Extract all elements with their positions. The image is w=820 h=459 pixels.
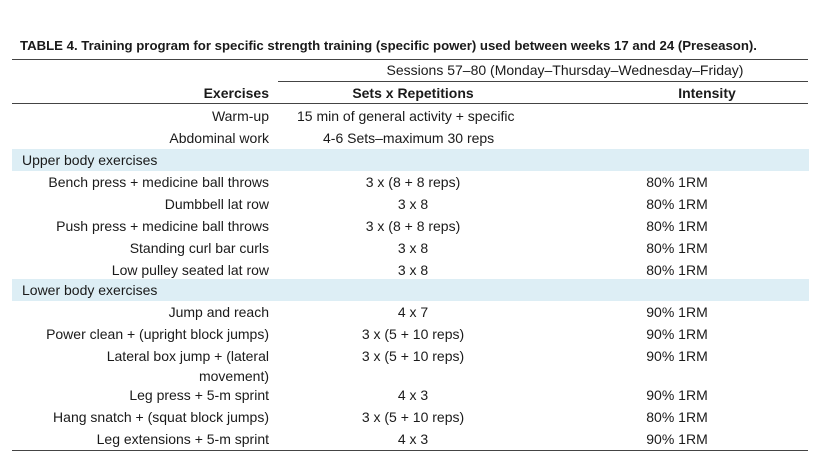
detail-cell: 15 min of general activity + specific [297, 108, 515, 124]
exercise-cell: Push press + medicine ball throws [56, 218, 269, 234]
sessions-rule [278, 81, 808, 82]
exercise-cell: Leg extensions + 5-m sprint [96, 431, 269, 447]
intensity-cell: 80% 1RM [646, 409, 708, 425]
intensity-cell: 80% 1RM [646, 174, 708, 190]
intensity-cell: 90% 1RM [646, 348, 708, 364]
exercise-cell: Hang snatch + (squat block jumps) [53, 409, 269, 425]
exercise-cell: Lateral box jump + (lateral [106, 348, 269, 364]
exercise-cell: Bench press + medicine ball throws [48, 174, 269, 190]
intensity-cell: 80% 1RM [646, 218, 708, 234]
exercise-cell: Leg press + 5-m sprint [129, 387, 269, 403]
header-rule [12, 103, 808, 104]
sets-cell: 3 x 8 [397, 262, 429, 278]
top-rule [12, 59, 808, 60]
intensity-cell: 90% 1RM [646, 431, 708, 447]
sets-cell: 3 x 8 [397, 196, 429, 212]
section-band [12, 279, 809, 301]
sets-cell: 4 x 3 [397, 431, 429, 447]
sets-cell: 4 x 7 [397, 304, 429, 320]
intensity-cell: 80% 1RM [646, 240, 708, 256]
sets-cell: 4 x 3 [397, 387, 429, 403]
exercise-cell: Warm-up [211, 108, 269, 124]
exercise-cell: Abdominal work [169, 130, 269, 146]
sets-cell: 3 x (8 + 8 reps) [365, 218, 461, 234]
sets-cell: 3 x (5 + 10 reps) [361, 409, 465, 425]
intensity-cell: 80% 1RM [646, 262, 708, 278]
sessions-header: Sessions 57–80 (Monday–Thursday–Wednesda… [386, 62, 744, 78]
intensity-cell: 90% 1RM [646, 326, 708, 342]
table-caption: TABLE 4. Training program for specific s… [20, 38, 757, 53]
intensity-cell: 90% 1RM [646, 387, 708, 403]
exercise-cell-continued: movement) [198, 368, 269, 384]
exercise-cell: Standing curl bar curls [129, 240, 269, 256]
column-header-sets: Sets x Repetitions [352, 85, 474, 101]
column-header-exercises: Exercises [203, 85, 269, 101]
sets-cell: 3 x 8 [397, 240, 429, 256]
sets-cell: 3 x (5 + 10 reps) [361, 348, 465, 364]
exercise-cell: Dumbbell lat row [164, 196, 269, 212]
exercise-cell: Low pulley seated lat row [111, 262, 269, 278]
column-header-intensity: Intensity [678, 85, 736, 101]
section-title: Lower body exercises [22, 282, 158, 298]
detail-cell: 4-6 Sets–maximum 30 reps [323, 130, 495, 146]
exercise-cell: Jump and reach [168, 304, 269, 320]
section-band [12, 149, 809, 171]
intensity-cell: 80% 1RM [646, 196, 708, 212]
exercise-cell: Power clean + (upright block jumps) [46, 326, 269, 342]
intensity-cell: 90% 1RM [646, 304, 708, 320]
sets-cell: 3 x (8 + 8 reps) [365, 174, 461, 190]
section-title: Upper body exercises [22, 152, 158, 168]
bottom-rule [12, 450, 808, 451]
sets-cell: 3 x (5 + 10 reps) [361, 326, 465, 342]
